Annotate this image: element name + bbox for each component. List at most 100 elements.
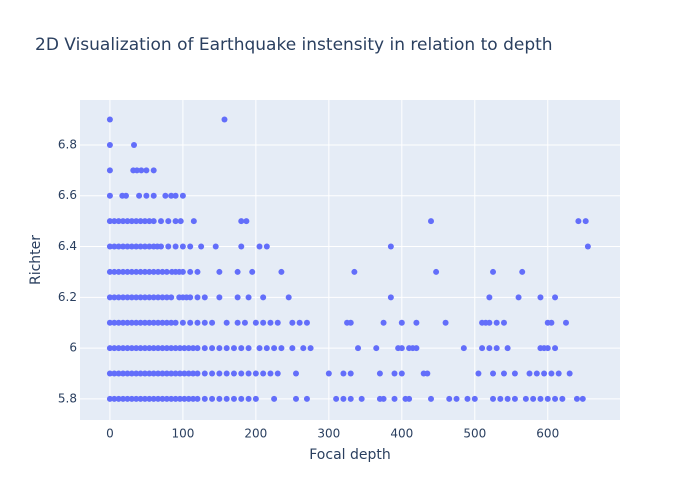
point <box>500 370 507 377</box>
point <box>216 294 223 301</box>
point <box>141 319 148 326</box>
point <box>106 116 113 123</box>
point <box>190 218 197 225</box>
point <box>106 319 113 326</box>
point <box>115 370 122 377</box>
point <box>133 218 140 225</box>
point <box>358 395 365 402</box>
point <box>573 395 580 402</box>
point <box>249 268 256 275</box>
point <box>391 395 398 402</box>
point <box>120 243 127 250</box>
point <box>150 294 157 301</box>
point <box>486 345 493 352</box>
point <box>137 268 144 275</box>
point <box>146 370 153 377</box>
point <box>115 218 122 225</box>
point <box>172 319 179 326</box>
x-axis-title: Focal depth <box>309 447 390 463</box>
point <box>398 370 405 377</box>
point <box>187 319 194 326</box>
point <box>133 370 140 377</box>
point <box>163 268 170 275</box>
point <box>155 294 162 301</box>
point <box>209 370 216 377</box>
point <box>177 218 184 225</box>
point <box>106 192 113 199</box>
point <box>131 141 137 148</box>
point <box>133 243 140 250</box>
point <box>303 319 310 326</box>
point <box>158 243 164 250</box>
point <box>124 395 131 402</box>
point <box>579 395 586 402</box>
point <box>155 395 162 402</box>
point <box>475 370 482 377</box>
point <box>111 268 118 275</box>
point <box>256 345 263 352</box>
point <box>194 294 201 301</box>
point <box>201 345 208 352</box>
point <box>234 294 241 301</box>
point <box>176 370 183 377</box>
point <box>289 319 296 326</box>
point <box>106 141 113 148</box>
point <box>137 294 144 301</box>
point <box>163 395 170 402</box>
point <box>500 319 507 326</box>
point <box>497 395 504 402</box>
point <box>391 370 398 377</box>
point <box>230 395 237 402</box>
point <box>263 345 270 352</box>
point <box>172 243 179 250</box>
point <box>575 218 582 225</box>
point <box>141 294 148 301</box>
point <box>128 319 135 326</box>
x-tick-label: 100 <box>171 427 194 441</box>
point <box>490 268 497 275</box>
point <box>428 395 434 402</box>
point <box>163 294 170 301</box>
point <box>209 319 216 326</box>
point <box>355 345 362 352</box>
point <box>198 243 205 250</box>
point <box>155 370 162 377</box>
point <box>146 319 153 326</box>
point <box>172 345 179 352</box>
point <box>526 370 533 377</box>
point <box>124 370 131 377</box>
point <box>380 395 387 402</box>
point <box>155 268 162 275</box>
point <box>168 192 175 199</box>
point <box>124 319 131 326</box>
point <box>115 243 122 250</box>
point <box>373 345 380 352</box>
point <box>106 167 113 174</box>
point <box>293 395 299 402</box>
point <box>128 294 135 301</box>
point <box>120 268 127 275</box>
point <box>179 192 186 199</box>
point <box>106 268 113 275</box>
point <box>260 294 267 301</box>
point <box>406 395 413 402</box>
point <box>493 319 500 326</box>
point <box>552 345 559 352</box>
point <box>133 294 140 301</box>
point <box>115 319 122 326</box>
point <box>185 395 192 402</box>
point <box>530 395 537 402</box>
point <box>387 243 394 250</box>
point <box>267 370 274 377</box>
point <box>111 395 118 402</box>
point <box>234 319 241 326</box>
point <box>552 395 559 402</box>
point <box>179 319 186 326</box>
point <box>223 395 230 402</box>
point <box>274 370 281 377</box>
point <box>260 319 267 326</box>
point <box>133 268 140 275</box>
point <box>194 345 201 352</box>
point <box>146 345 153 352</box>
point <box>245 370 252 377</box>
